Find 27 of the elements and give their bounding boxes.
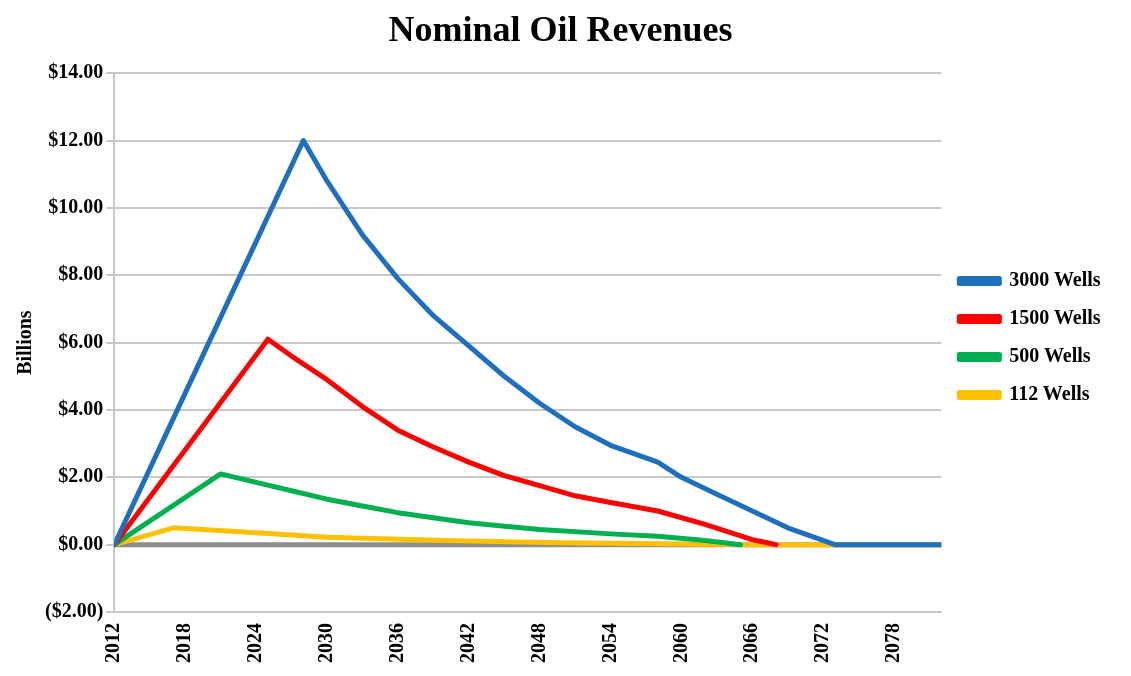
legend-label: 3000 Wells [1009, 268, 1101, 291]
x-tick-label: 2048 [526, 623, 549, 663]
y-tick-label: $2.00 [58, 464, 104, 487]
chart-title: Nominal Oil Revenues [388, 8, 733, 49]
y-tick-label: $6.00 [58, 329, 104, 352]
legend-label: 1500 Wells [1009, 306, 1101, 329]
y-tick-label: $0.00 [58, 531, 104, 554]
y-tick-label: $4.00 [58, 397, 104, 420]
x-tick-label: 2030 [314, 623, 337, 663]
y-tick-label: $8.00 [58, 262, 104, 285]
legend-label: 112 Wells [1009, 382, 1090, 405]
x-tick-label: 2066 [739, 623, 762, 663]
y-axis-title: Billions [13, 310, 36, 375]
y-tick-label: $10.00 [48, 195, 104, 218]
x-tick-label: 2072 [810, 623, 833, 663]
x-tick-label: 2018 [172, 623, 195, 663]
x-tick-label: 2042 [455, 623, 478, 663]
y-tick-label: ($2.00) [44, 599, 104, 623]
x-tick-label: 2024 [243, 623, 266, 663]
legend-label: 500 Wells [1009, 344, 1091, 367]
x-tick-label: 2060 [668, 623, 691, 663]
x-tick-label: 2054 [597, 623, 620, 663]
x-tick-label: 2036 [385, 623, 408, 663]
x-tick-label: 2078 [881, 623, 904, 663]
x-tick-label: 2012 [101, 623, 124, 663]
y-tick-label: $12.00 [48, 127, 104, 150]
y-tick-label: $14.00 [48, 60, 104, 83]
